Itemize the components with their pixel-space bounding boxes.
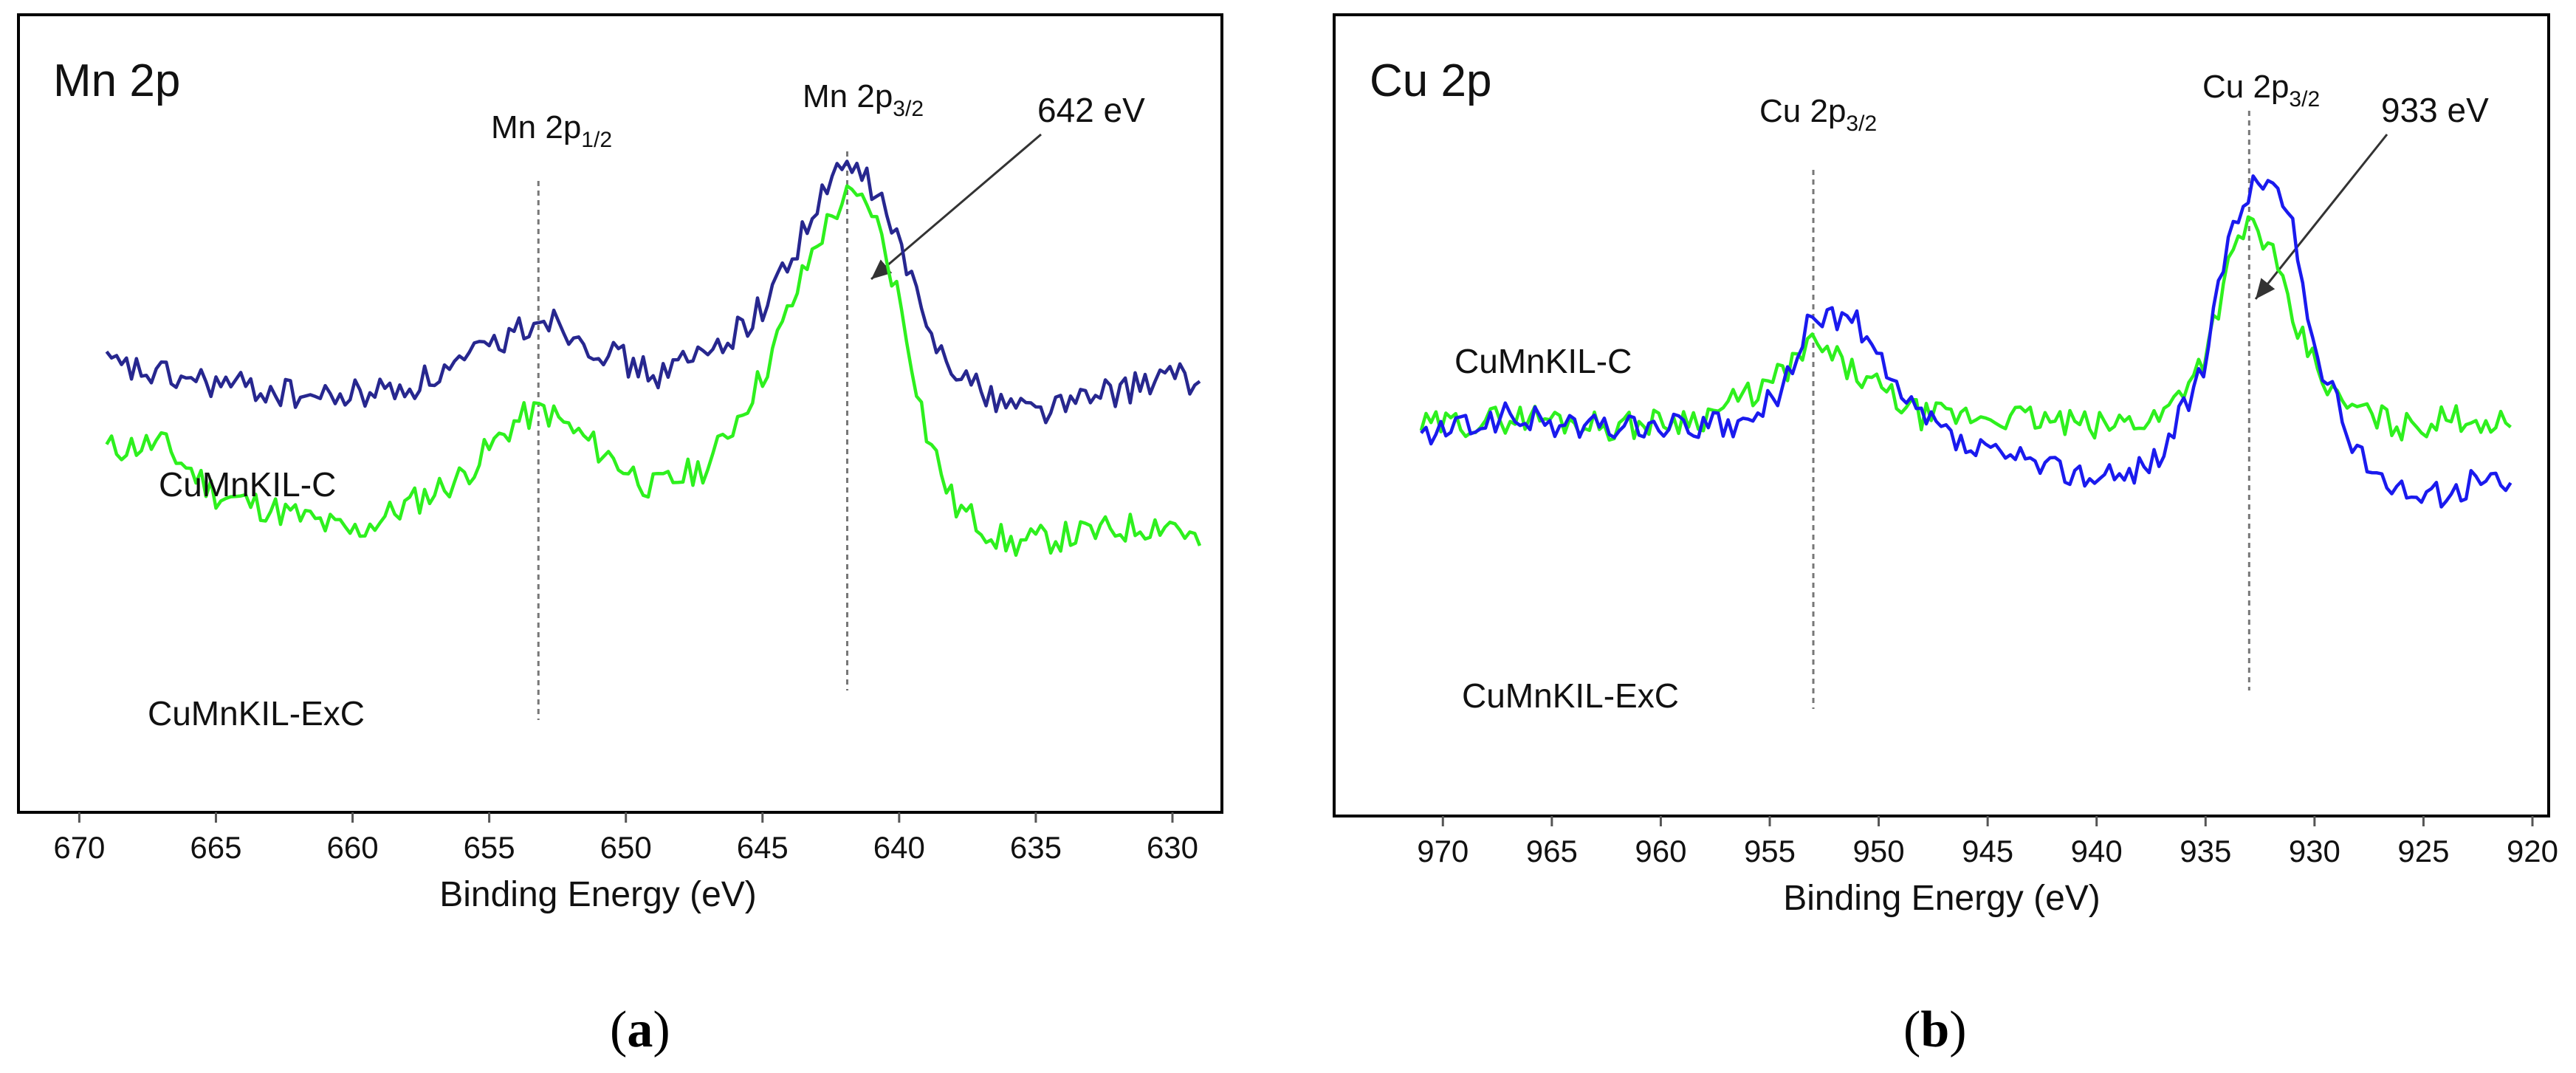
x-tick-label: 655 [464, 830, 515, 865]
peak-label-sub: 3/2 [1846, 112, 1877, 136]
x-tick-label: 630 [1147, 830, 1198, 865]
annotation-933-ev: 933 eV [2381, 91, 2489, 129]
panel-a: Mn 2p Mn 2p1/2 Mn 2p3/2 642 eV CuMnKIL-C… [17, 13, 1223, 914]
series-label-cumnkil-exc: CuMnKIL-ExC [1462, 676, 1679, 715]
series-label-cumnkil-c: CuMnKIL-C [1454, 342, 1632, 380]
x-tick-label: 960 [1635, 834, 1686, 868]
series-label-cumnkil-c: CuMnKIL-C [159, 465, 336, 504]
panel-title: Cu 2p [1370, 55, 1491, 106]
peak-label-sub: 3/2 [2289, 87, 2320, 112]
x-tick-label: 955 [1744, 834, 1796, 868]
caption-paren-open: ( [610, 1001, 628, 1058]
plot-frame [17, 13, 1223, 814]
peak-label-main: Mn 2p [491, 109, 581, 145]
peak-label-mn-2p-3-2: Mn 2p3/2 [803, 78, 924, 121]
x-tick-label: 640 [873, 830, 925, 865]
x-tick-label: 650 [600, 830, 652, 865]
caption-paren-open: ( [1903, 1001, 1921, 1058]
peak-label-mn-2p-1-2: Mn 2p1/2 [491, 109, 612, 152]
caption-paren-close: ) [653, 1001, 670, 1058]
peak-label-cu-2p-3-2-left: Cu 2p3/2 [1759, 93, 1877, 136]
x-tick-label: 645 [737, 830, 789, 865]
caption-a: (a) [610, 1001, 670, 1060]
x-tick-label: 930 [2289, 834, 2340, 868]
x-axis: 970 965 960 955 950 945 940 935 930 925 920 [1417, 816, 2558, 868]
x-tick-label: 965 [1526, 834, 1578, 868]
x-tick-label: 925 [2397, 834, 2449, 868]
x-tick-label: 970 [1417, 834, 1469, 868]
x-tick-label: 920 [2507, 834, 2558, 868]
panel-title: Mn 2p [53, 55, 180, 106]
x-axis-title: Binding Energy (eV) [439, 875, 757, 914]
x-tick-label: 670 [53, 830, 105, 865]
series-line-cumnkil-c [1419, 215, 2512, 442]
annotation-642-ev: 642 eV [1037, 91, 1145, 129]
caption-paren-close: ) [1949, 1001, 1967, 1058]
peak-label-main: Cu 2p [1759, 93, 1846, 129]
panel-b: Cu 2p Cu 2p3/2 Cu 2p3/2 933 eV CuMnKIL-C… [1333, 13, 2558, 918]
annotation-arrow [870, 133, 1042, 281]
caption-letter: a [627, 1001, 653, 1058]
x-tick-label: 935 [2180, 834, 2231, 868]
x-tick-label: 950 [1853, 834, 1905, 868]
x-axis: 670 665 660 655 650 645 640 635 630 [53, 812, 1198, 865]
caption-letter: b [1920, 1001, 1950, 1058]
peak-label-sub: 3/2 [893, 97, 924, 121]
series-line-cumnkil-exc [105, 160, 1201, 425]
series-line-cumnkil-exc [1420, 174, 2513, 509]
series-label-cumnkil-exc: CuMnKIL-ExC [148, 694, 365, 733]
caption-b: (b) [1903, 1001, 1967, 1060]
x-tick-label: 940 [2071, 834, 2123, 868]
peak-label-main: Mn 2p [803, 78, 893, 114]
x-tick-label: 665 [190, 830, 241, 865]
peak-label-main: Cu 2p [2202, 69, 2289, 105]
x-tick-label: 660 [326, 830, 378, 865]
peak-label-sub: 1/2 [581, 128, 612, 152]
peak-label-cu-2p-3-2-right: Cu 2p3/2 [2202, 69, 2320, 112]
x-tick-label: 945 [1962, 834, 2013, 868]
series-line-cumnkil-c [105, 184, 1202, 558]
x-tick-label: 635 [1010, 830, 1062, 865]
x-axis-title: Binding Energy (eV) [1783, 879, 2101, 918]
